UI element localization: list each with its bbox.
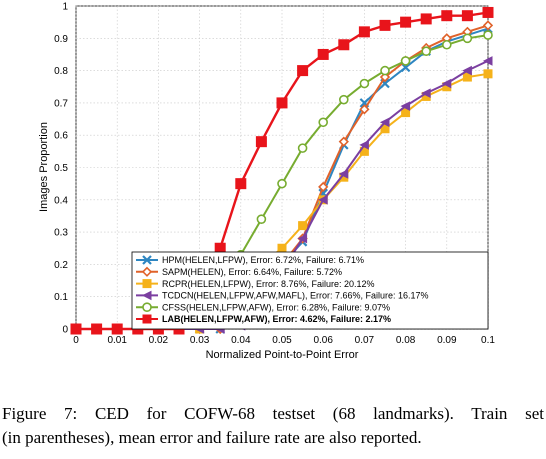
y-tick-label: 0.1 [54, 292, 68, 303]
data-point [483, 30, 493, 40]
data-point [462, 33, 473, 44]
data-point [256, 214, 267, 224]
x-tick-label: 0.04 [231, 335, 251, 346]
legend-label: HPM(HELEN,LFPW), Error: 6.72%, Failure: … [162, 255, 364, 265]
data-point [338, 39, 350, 51]
x-tick-label: 0.06 [313, 335, 333, 346]
data-point [482, 20, 494, 31]
data-point [317, 48, 329, 60]
data-point [482, 56, 493, 66]
data-point [359, 140, 369, 150]
data-point [277, 178, 287, 189]
tick-labels: 0 0.01 0.02 0.03 0.04 0.05 0.06 0.07 0.08 0.09 0.1… [54, 2, 495, 347]
y-tick-label: 0.6 [54, 131, 68, 142]
data-point [420, 13, 432, 25]
x-tick-label: 0.05 [272, 335, 292, 346]
caption-line-1: Figure 7: CED for COFW-68 testset (68 la… [2, 404, 544, 423]
x-tick-label: 0.07 [355, 335, 375, 346]
data-point [142, 314, 152, 324]
data-point [358, 26, 370, 38]
data-point [379, 71, 391, 83]
legend-box [131, 251, 489, 330]
x-tick-label: 0 [73, 335, 79, 346]
figure-caption: Figure 7: CED for COFW-68 testset (68 la… [2, 402, 544, 450]
data-point [483, 69, 493, 79]
legend-entry: TCDCN(HELEN,LFPW,AFW,MAFL), Error: 7.66%… [136, 290, 429, 301]
data-point [276, 97, 288, 109]
data-point [421, 46, 432, 57]
y-tick-label: 0.8 [54, 66, 68, 77]
data-point [441, 10, 453, 22]
data-point [141, 266, 153, 277]
data-point [318, 194, 328, 205]
data-point [111, 323, 123, 335]
y-tick-label: 0.9 [54, 34, 68, 45]
x-tick-label: 0.1 [481, 335, 495, 346]
data-point [297, 233, 308, 244]
y-tick-label: 0.5 [54, 163, 68, 174]
data-point [441, 39, 452, 50]
x-tick-label: 0.01 [107, 335, 127, 346]
x-tick-label: 0.08 [396, 335, 416, 346]
y-tick-label: 0.7 [54, 98, 68, 109]
data-point [235, 178, 247, 190]
ced-chart: 0 0.01 0.02 0.03 0.04 0.05 0.06 0.07 0.08 0.09 0.1… [38, 2, 495, 362]
data-point [142, 302, 152, 313]
data-point [297, 143, 308, 153]
legend-entry: CFSS(HELEN,LFPW,AFW), Error: 6.28%, Fail… [136, 302, 390, 312]
data-point [441, 78, 452, 89]
x-tick-label: 0.09 [437, 335, 457, 346]
data-point [400, 101, 411, 111]
data-point [359, 78, 370, 89]
data-point [338, 94, 349, 105]
data-point [379, 117, 390, 128]
y-tick-label: 0.2 [54, 260, 68, 271]
caption-line-2: (in parentheses), mean error and failure… [2, 428, 422, 447]
y-tick-label: 0 [62, 325, 68, 336]
data-point [141, 290, 152, 301]
data-point [380, 65, 390, 76]
data-point [379, 19, 391, 31]
data-point [298, 221, 308, 231]
data-point [482, 6, 494, 18]
legend-label: LAB(HELEN,LFPW,AFW), Error: 4.62%, Failu… [162, 314, 391, 324]
data-point [91, 323, 103, 335]
data-point [338, 169, 349, 179]
data-point [70, 323, 82, 335]
data-point [400, 16, 412, 28]
data-point [142, 279, 152, 289]
legend-label: RCPR(HELEN,LFPW), Error: 8.76%, Failure:… [162, 279, 375, 289]
y-axis-label: Images Proportion [38, 122, 50, 212]
legend: HPM(HELEN,LFPW), Error: 6.72%, Failure: … [131, 251, 489, 330]
legend-label: CFSS(HELEN,LFPW,AFW), Error: 6.28%, Fail… [162, 302, 390, 312]
legend-entry: LAB(HELEN,LFPW,AFW), Error: 4.62%, Failu… [136, 314, 391, 324]
legend-label: TCDCN(HELEN,LFPW,AFW,MAFL), Error: 7.66%… [162, 291, 429, 301]
y-tick-label: 0.3 [54, 228, 68, 239]
legend-label: SAPM(HELEN), Error: 6.64%, Failure: 5.72… [162, 267, 342, 277]
y-tick-label: 0.4 [54, 195, 68, 206]
data-point [142, 255, 152, 265]
data-point [462, 65, 472, 76]
data-point [277, 243, 287, 253]
data-point [421, 88, 431, 99]
data-point [297, 65, 309, 77]
data-point [255, 136, 267, 148]
data-point [318, 117, 329, 128]
data-point [359, 104, 370, 115]
x-tick-label: 0.03 [190, 335, 210, 346]
legend-entry: SAPM(HELEN), Error: 6.64%, Failure: 5.72… [136, 266, 342, 277]
y-tick-label: 1 [62, 2, 68, 13]
legend-entry: HPM(HELEN,LFPW), Error: 6.72%, Failure: … [136, 255, 364, 265]
x-axis-label: Normalized Point-to-Point Error [206, 349, 359, 361]
legend-entry: RCPR(HELEN,LFPW), Error: 8.76%, Failure:… [136, 279, 375, 289]
x-tick-label: 0.02 [149, 335, 169, 346]
data-point [400, 56, 411, 66]
data-point [318, 181, 329, 193]
data-point [461, 10, 473, 22]
data-point [338, 136, 349, 147]
